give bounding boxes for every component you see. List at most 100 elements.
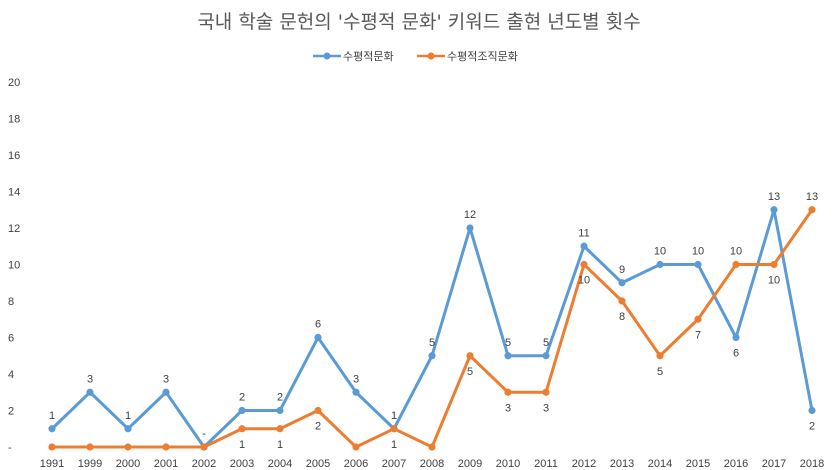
x-axis-ticks: 1991 1999 2000 2001 2002 2003 2004 2005 2006 2007… xyxy=(40,458,824,470)
data-point[interactable] xyxy=(200,443,208,451)
data-point[interactable] xyxy=(618,279,626,287)
data-label-series-1: 5 xyxy=(505,337,511,349)
data-label-series-1: 1 xyxy=(391,410,397,422)
data-label-series-2: 1 xyxy=(277,439,283,451)
data-point[interactable] xyxy=(124,443,132,451)
y-tick-label: 12 xyxy=(8,223,20,235)
data-point[interactable] xyxy=(732,333,740,342)
x-tick-label: 2008 xyxy=(420,458,444,470)
data-point[interactable] xyxy=(48,443,56,451)
legend-marker-series-1 xyxy=(323,52,331,60)
legend-label-series-2: 수평적조직문화 xyxy=(447,50,518,63)
data-label-series-2: 3 xyxy=(505,402,511,414)
data-point[interactable] xyxy=(504,352,512,360)
data-point[interactable] xyxy=(276,425,284,433)
data-label-series-1: 3 xyxy=(87,373,93,385)
data-point[interactable] xyxy=(48,425,56,433)
legend-item-series-2[interactable]: 수평적조직문화 xyxy=(417,50,518,63)
data-point[interactable] xyxy=(162,388,170,396)
data-point[interactable] xyxy=(504,388,512,396)
data-label-series-1: 6 xyxy=(315,319,321,331)
data-label-series-2: 2 xyxy=(315,421,321,433)
data-point[interactable] xyxy=(276,406,284,415)
x-tick-label: 2007 xyxy=(382,458,406,470)
data-label-series-2: 1 xyxy=(391,439,397,451)
data-label-series-2: 5 xyxy=(657,366,663,378)
x-tick-label: 2011 xyxy=(534,458,558,470)
data-point[interactable] xyxy=(770,260,778,269)
x-tick-label: 2017 xyxy=(762,458,786,470)
data-label-series-2: 10 xyxy=(730,246,742,258)
data-point[interactable] xyxy=(732,260,740,269)
data-point[interactable] xyxy=(352,443,360,451)
y-tick-label: 10 xyxy=(8,260,20,272)
data-label-series-1: 13 xyxy=(768,191,780,203)
legend-marker-series-2 xyxy=(427,52,435,60)
x-tick-label: 2005 xyxy=(306,458,330,470)
data-point[interactable] xyxy=(314,406,322,415)
data-point[interactable] xyxy=(542,388,550,396)
x-tick-label: 2000 xyxy=(116,458,140,470)
x-tick-label: 2010 xyxy=(496,458,520,470)
data-point[interactable] xyxy=(238,425,246,433)
legend-item-series-1[interactable]: 수평적문화 xyxy=(313,50,394,63)
data-point[interactable] xyxy=(352,388,360,396)
data-point[interactable] xyxy=(314,333,322,342)
x-tick-label: 2003 xyxy=(230,458,254,470)
data-point[interactable] xyxy=(770,206,778,214)
data-label-series-2: 7 xyxy=(695,329,701,341)
data-point[interactable] xyxy=(162,443,170,451)
data-label-series-1: 2 xyxy=(809,421,815,433)
data-point[interactable] xyxy=(390,425,398,433)
data-point[interactable] xyxy=(618,297,626,305)
data-label-series-1: 2 xyxy=(239,392,245,404)
data-label-series-2: 10 xyxy=(768,275,780,287)
y-tick-label: 6 xyxy=(8,333,14,345)
data-point[interactable] xyxy=(580,242,588,250)
y-tick-label: 8 xyxy=(8,296,14,308)
data-point[interactable] xyxy=(466,352,474,360)
data-point[interactable] xyxy=(428,443,436,451)
data-point[interactable] xyxy=(580,260,588,269)
x-tick-label: 1991 xyxy=(40,458,64,470)
data-label-series-2: 5 xyxy=(467,366,473,378)
data-label-series-1: 12 xyxy=(464,209,476,221)
data-label-series-2: 8 xyxy=(619,311,625,323)
data-label-series-1: 1 xyxy=(125,410,131,422)
legend-label-series-1: 수평적문화 xyxy=(343,50,394,63)
data-point[interactable] xyxy=(86,388,94,396)
data-point[interactable] xyxy=(656,260,664,269)
data-label-series-2: 1 xyxy=(239,439,245,451)
series-2 xyxy=(48,206,816,451)
data-label-series-1: 2 xyxy=(277,392,283,404)
data-point[interactable] xyxy=(694,260,702,269)
x-tick-label: 2015 xyxy=(686,458,710,470)
data-label-series-1: 9 xyxy=(619,264,625,276)
x-tick-label: 2016 xyxy=(724,458,748,470)
x-tick-label: 2009 xyxy=(458,458,482,470)
data-label-series-1: 5 xyxy=(429,337,435,349)
data-point[interactable] xyxy=(238,406,246,415)
series-layer: 1313-21216231151255353111098105107610131… xyxy=(48,191,818,451)
y-tick-label: 18 xyxy=(8,114,20,126)
x-tick-label: 2004 xyxy=(268,458,292,470)
data-point[interactable] xyxy=(694,315,702,323)
data-point[interactable] xyxy=(656,352,664,360)
x-tick-label: 2014 xyxy=(648,458,672,470)
data-label-series-1: 10 xyxy=(654,246,666,258)
data-point[interactable] xyxy=(466,224,474,232)
data-point[interactable] xyxy=(808,406,816,415)
x-tick-label: 2013 xyxy=(610,458,634,470)
legend: 수평적문화 수평적조직문화 xyxy=(313,50,518,63)
y-tick-label: 20 xyxy=(8,77,20,89)
data-point[interactable] xyxy=(808,206,816,214)
data-point[interactable] xyxy=(124,425,132,433)
data-point[interactable] xyxy=(86,443,94,451)
data-label-series-1: 6 xyxy=(733,348,739,360)
y-tick-label: 14 xyxy=(8,187,20,199)
y-tick-label: 16 xyxy=(8,150,20,162)
data-label-series-2: 13 xyxy=(806,191,818,203)
data-point[interactable] xyxy=(542,352,550,360)
data-point[interactable] xyxy=(428,352,436,360)
